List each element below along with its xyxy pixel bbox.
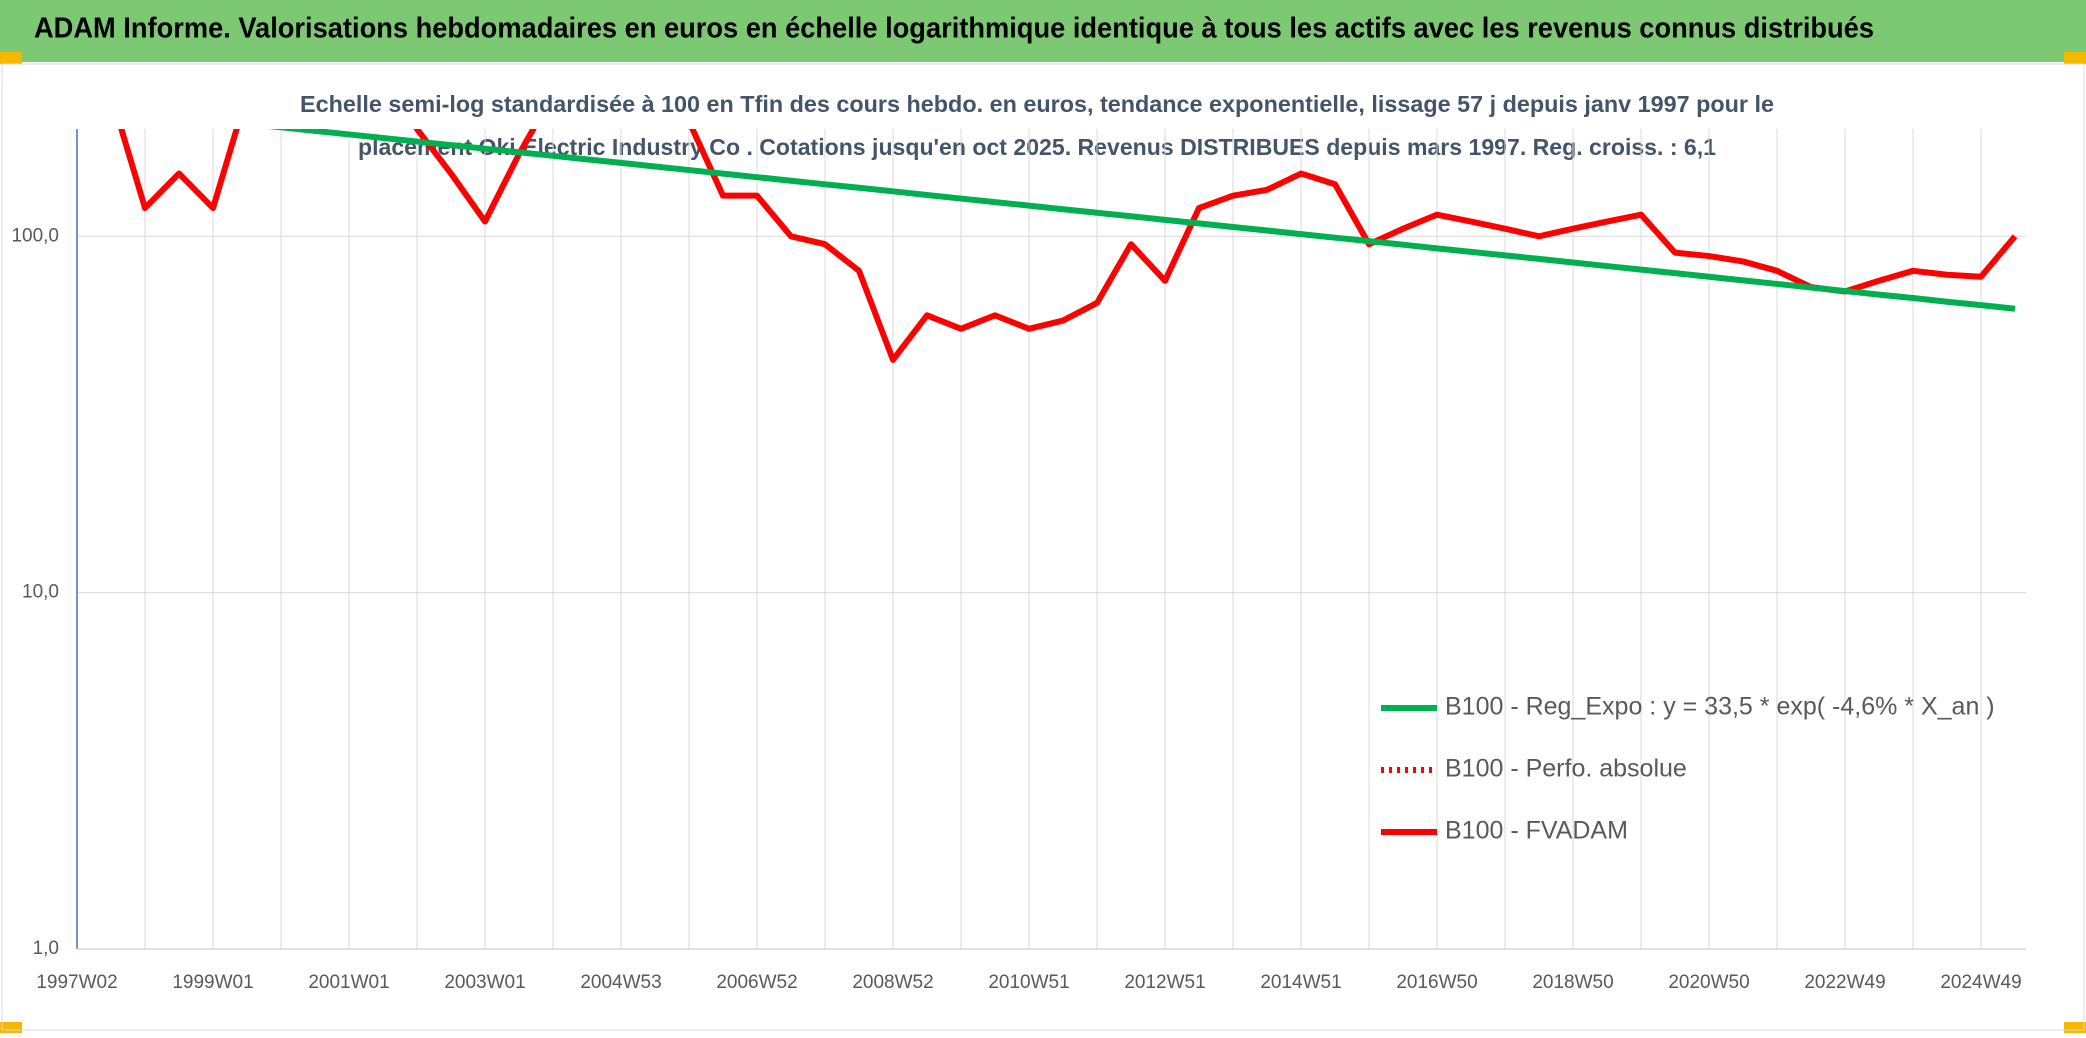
chart-title: ADAM Informe. Valorisations hebdomadaire… bbox=[34, 13, 1874, 45]
x-tick-label: 2001W01 bbox=[308, 972, 389, 993]
x-tick-label: 2014W51 bbox=[1260, 972, 1341, 993]
title-bar bbox=[0, 0, 2086, 62]
subtitle: Echelle semi-log standardisée à 100 en T… bbox=[300, 91, 1774, 117]
legend-label: B100 - Reg_Expo : y = 33,5 * exp( -4,6% … bbox=[1445, 693, 1995, 721]
plot-area bbox=[118, 129, 2018, 363]
x-tick-label: 2016W50 bbox=[1396, 972, 1477, 993]
x-tick-label: 2003W01 bbox=[444, 972, 525, 993]
series-line bbox=[118, 129, 2018, 363]
x-tick-label: 1999W01 bbox=[172, 972, 253, 993]
y-tick-label: 10,0 bbox=[22, 582, 59, 603]
corner bbox=[0, 1022, 22, 1033]
x-tick-label: 2006W52 bbox=[716, 972, 797, 993]
subtitle: placement Oki Electric Industry Co . Cot… bbox=[358, 134, 1716, 160]
x-tick-label: 2018W50 bbox=[1532, 972, 1613, 993]
y-tick-label: 1,0 bbox=[33, 938, 59, 959]
y-tick-label: 100,0 bbox=[11, 225, 59, 246]
x-tick-label: 2004W53 bbox=[580, 972, 661, 993]
x-tick-label: 2010W51 bbox=[988, 972, 1069, 993]
legend-label: B100 - FVADAM bbox=[1445, 817, 1628, 845]
x-tick-label: 1997W02 bbox=[36, 972, 117, 993]
frame bbox=[1, 63, 2085, 1031]
x-tick-label: 2012W51 bbox=[1124, 972, 1205, 993]
corner bbox=[2064, 52, 2086, 64]
series-line bbox=[268, 129, 2016, 312]
corner bbox=[0, 52, 22, 64]
corner bbox=[2064, 1022, 2086, 1033]
legend-label: B100 - Perfo. absolue bbox=[1445, 755, 1687, 783]
x-tick-label: 2022W49 bbox=[1804, 972, 1885, 993]
x-tick-label: 2008W52 bbox=[852, 972, 933, 993]
x-tick-label: 2020W50 bbox=[1668, 972, 1749, 993]
x-tick-label: 2024W49 bbox=[1940, 972, 2021, 993]
